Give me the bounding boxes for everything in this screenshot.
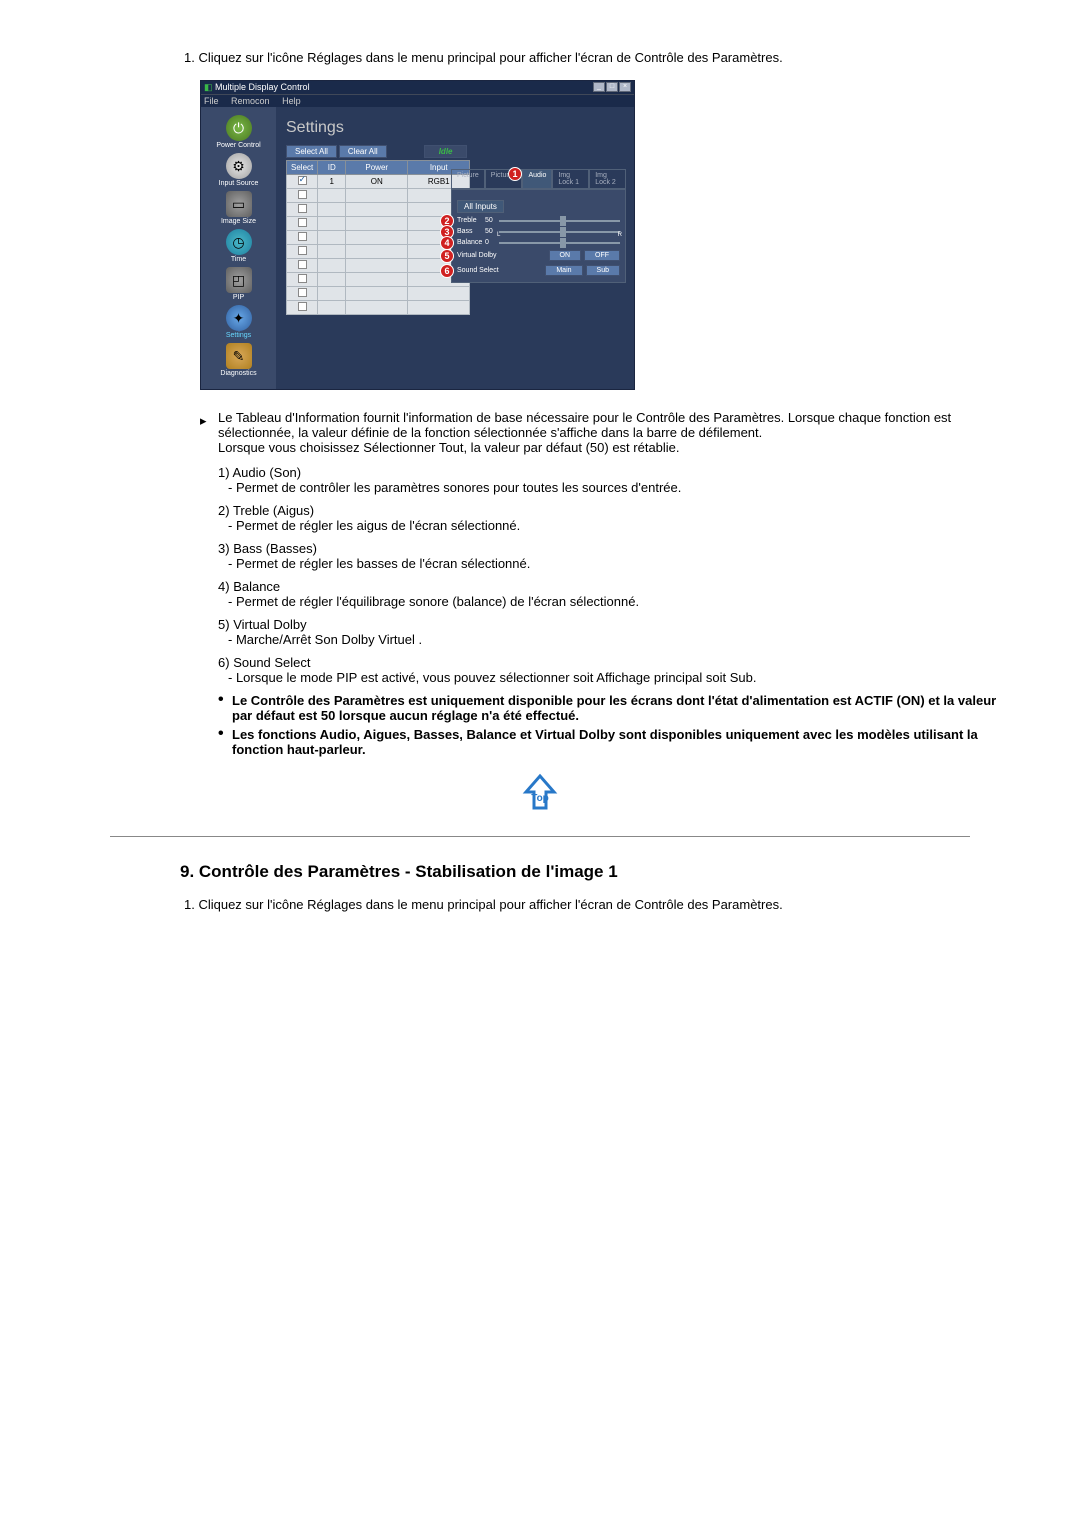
checkbox[interactable] bbox=[298, 190, 307, 199]
table-row[interactable] bbox=[287, 301, 470, 315]
sidebar-item-time[interactable]: ◷Time bbox=[201, 229, 276, 263]
menu-file[interactable]: File bbox=[204, 96, 219, 106]
settings-heading: Settings bbox=[286, 119, 624, 137]
bullet-1: Le Contrôle des Paramètres est uniquemen… bbox=[218, 693, 1020, 723]
close-icon[interactable]: × bbox=[619, 82, 631, 92]
size-icon: ▭ bbox=[226, 191, 252, 217]
divider bbox=[110, 836, 970, 837]
bullet-2: Les fonctions Audio, Aigues, Basses, Bal… bbox=[218, 727, 1020, 757]
vdolby-on-button[interactable]: ON bbox=[549, 250, 582, 261]
minimize-icon[interactable]: _ bbox=[593, 82, 605, 92]
sidebar-item-settings[interactable]: ✦Settings bbox=[201, 305, 276, 339]
bass-slider[interactable] bbox=[499, 231, 620, 233]
info-item-3: 3) Bass (Basses)- Permet de régler les b… bbox=[218, 541, 1020, 571]
settings-icon: ✦ bbox=[226, 305, 252, 331]
th-power: Power bbox=[346, 161, 408, 175]
checkbox[interactable] bbox=[298, 246, 307, 255]
diagnostics-icon: ✎ bbox=[226, 343, 252, 369]
clear-all-button[interactable]: Clear All bbox=[339, 145, 387, 158]
top-arrow-icon: Top bbox=[516, 772, 564, 816]
sidebar-item-size[interactable]: ▭Image Size bbox=[201, 191, 276, 225]
th-id: ID bbox=[318, 161, 346, 175]
checkbox[interactable] bbox=[298, 232, 307, 241]
tab-imglock2[interactable]: Img Lock 2 bbox=[589, 169, 626, 189]
time-icon: ◷ bbox=[226, 229, 252, 255]
tab-audio[interactable]: Audio bbox=[522, 169, 552, 189]
titlebar: ◧ Multiple Display Control _ □ × bbox=[201, 81, 634, 94]
info-item-5: 5) Virtual Dolby- Marche/Arrêt Son Dolby… bbox=[218, 617, 1020, 647]
checkbox[interactable] bbox=[298, 218, 307, 227]
bass-row: 3 Bass 50 bbox=[457, 228, 620, 235]
callout-5: 5 bbox=[440, 249, 454, 263]
step-1-text: 1. Cliquez sur l'icône Réglages dans le … bbox=[200, 50, 1020, 65]
balance-slider[interactable]: L R bbox=[499, 242, 620, 244]
info-intro: ▸ Le Tableau d'Information fournit l'inf… bbox=[218, 410, 1020, 455]
top-link[interactable]: Top bbox=[60, 772, 1020, 821]
table-row[interactable] bbox=[287, 287, 470, 301]
vdolby-row: 5 Virtual Dolby ON OFF bbox=[457, 250, 620, 261]
app-screenshot: ◧ Multiple Display Control _ □ × File Re… bbox=[200, 80, 635, 390]
maximize-icon[interactable]: □ bbox=[606, 82, 618, 92]
checkbox[interactable] bbox=[298, 302, 307, 311]
info-item-6: 6) Sound Select- Lorsque le mode PIP est… bbox=[218, 655, 1020, 685]
treble-slider[interactable] bbox=[499, 220, 620, 222]
section-9-heading: 9. Contrôle des Paramètres - Stabilisati… bbox=[180, 862, 1020, 882]
audio-panel: Picture Picture2 Audio Img Lock 1 Img Lo… bbox=[451, 169, 626, 283]
checkbox[interactable] bbox=[298, 204, 307, 213]
info-item-1: 1) Audio (Son)- Permet de contrôler les … bbox=[218, 465, 1020, 495]
checkbox[interactable] bbox=[298, 274, 307, 283]
callout-4: 4 bbox=[440, 236, 454, 250]
checkbox[interactable] bbox=[298, 288, 307, 297]
tab-picture[interactable]: Picture bbox=[451, 169, 485, 189]
menubar: File Remocon Help bbox=[201, 94, 634, 107]
th-select: Select bbox=[287, 161, 318, 175]
sselect-main-button[interactable]: Main bbox=[545, 265, 582, 276]
arrow-icon: ▸ bbox=[200, 413, 207, 429]
status-label: Idle bbox=[424, 145, 468, 158]
treble-row: 2 Treble 50 bbox=[457, 217, 620, 224]
step-2-text: 1. Cliquez sur l'icône Réglages dans le … bbox=[200, 897, 1020, 912]
checkbox[interactable] bbox=[298, 176, 307, 185]
menu-help[interactable]: Help bbox=[282, 96, 301, 106]
sidebar: ⏻Power Control ⚙Input Source ▭Image Size… bbox=[201, 107, 276, 389]
balance-row: 4 Balance 0 L R bbox=[457, 239, 620, 246]
info-item-4: 4) Balance- Permet de régler l'équilibra… bbox=[218, 579, 1020, 609]
power-icon: ⏻ bbox=[226, 115, 252, 141]
select-all-button[interactable]: Select All bbox=[286, 145, 337, 158]
input-icon: ⚙ bbox=[226, 153, 252, 179]
sselect-sub-button[interactable]: Sub bbox=[586, 265, 620, 276]
all-inputs-label: All Inputs bbox=[457, 200, 504, 213]
sidebar-item-power[interactable]: ⏻Power Control bbox=[201, 115, 276, 149]
sselect-row: 6 Sound Select Main Sub bbox=[457, 265, 620, 276]
checkbox[interactable] bbox=[298, 260, 307, 269]
menu-remocon[interactable]: Remocon bbox=[231, 96, 270, 106]
sidebar-item-input[interactable]: ⚙Input Source bbox=[201, 153, 276, 187]
pip-icon: ◰ bbox=[226, 267, 252, 293]
tab-imglock1[interactable]: Img Lock 1 bbox=[552, 169, 589, 189]
sidebar-item-diagnostics[interactable]: ✎Diagnostics bbox=[201, 343, 276, 377]
sidebar-item-pip[interactable]: ◰PIP bbox=[201, 267, 276, 301]
table-row[interactable] bbox=[287, 189, 470, 203]
info-item-2: 2) Treble (Aigus)- Permet de régler les … bbox=[218, 503, 1020, 533]
callout-1: 1 bbox=[508, 167, 522, 181]
vdolby-off-button[interactable]: OFF bbox=[584, 250, 620, 261]
svg-text:Top: Top bbox=[531, 793, 549, 804]
table-row[interactable]: 1ONRGB1 bbox=[287, 175, 470, 189]
callout-6: 6 bbox=[440, 264, 454, 278]
